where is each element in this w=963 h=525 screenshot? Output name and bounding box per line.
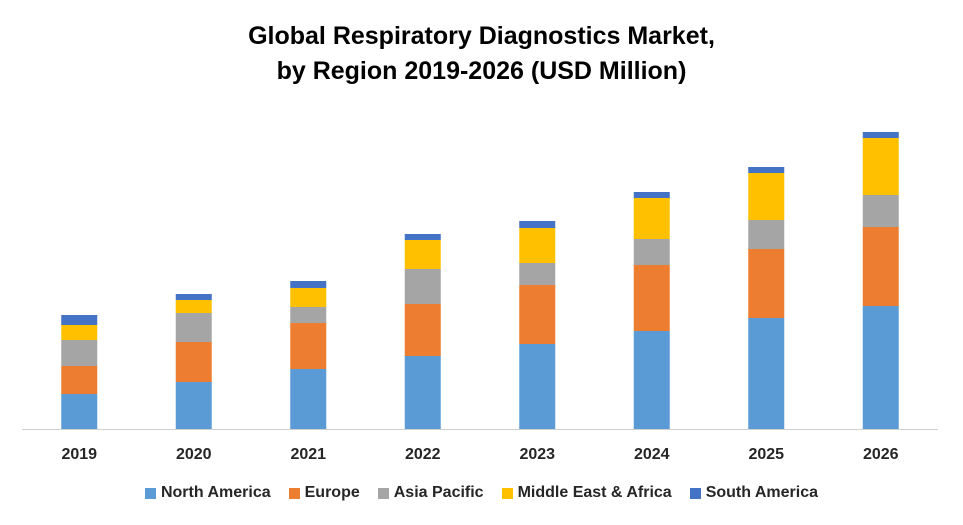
bar-segment-2022-middle-east-africa	[404, 240, 441, 269]
x-tick-label: 2020	[176, 446, 212, 463]
bar-segment-2020-south-america	[175, 294, 212, 300]
bar-segment-2024-north-america	[633, 331, 670, 429]
x-tick-label: 2024	[634, 446, 670, 463]
bar-segment-2021-europe	[290, 323, 327, 369]
legend-swatch	[377, 487, 389, 499]
chart-title-line2: by Region 2019-2026 (USD Million)	[276, 57, 687, 85]
bar-segment-2019-north-america	[61, 394, 98, 429]
legend-label: North America	[160, 484, 271, 501]
bar-segment-2019-middle-east-africa	[61, 325, 98, 340]
bar-segment-2026-north-america	[862, 306, 899, 429]
bar-segment-2023-south-america	[519, 221, 556, 228]
bar-segment-2020-north-america	[175, 382, 212, 429]
bar-segment-2021-north-america	[290, 369, 327, 429]
bar-segment-2024-asia-pacific	[633, 239, 670, 265]
x-tick-label: 2023	[519, 446, 555, 463]
bar-segment-2021-middle-east-africa	[290, 288, 327, 307]
bar-segment-2025-europe	[748, 249, 785, 318]
bar-segment-2020-europe	[175, 342, 212, 382]
bar-segment-2023-asia-pacific	[519, 263, 556, 285]
bar-segment-2021-asia-pacific	[290, 307, 327, 323]
legend-item: Europe	[288, 484, 360, 502]
bar-segment-2022-north-america	[404, 356, 441, 429]
bar-segment-2022-europe	[404, 304, 441, 356]
bar-segment-2025-asia-pacific	[748, 220, 785, 249]
x-tick-label: 2026	[863, 446, 899, 463]
legend-label: Europe	[304, 484, 360, 501]
legend-item: Asia Pacific	[377, 484, 484, 502]
x-tick-label: 2025	[748, 446, 784, 463]
legend-label: South America	[705, 484, 819, 501]
x-tick-label: 2022	[405, 446, 441, 463]
bar-segment-2019-asia-pacific	[61, 340, 98, 366]
bar-segment-2023-middle-east-africa	[519, 228, 556, 263]
legend-swatch	[501, 487, 513, 499]
bar-segment-2023-north-america	[519, 344, 556, 429]
legend-label: Middle East & Africa	[517, 484, 672, 501]
legend-swatch	[689, 487, 701, 499]
bar-segment-2025-north-america	[748, 318, 785, 429]
bar-segment-2025-south-america	[748, 167, 785, 173]
legend-swatch	[288, 487, 300, 499]
bar-segment-2019-europe	[61, 366, 98, 394]
bar-segment-2026-europe	[862, 227, 899, 306]
legend-item: North America	[144, 484, 271, 502]
bar-segment-2024-europe	[633, 265, 670, 331]
bar-segment-2026-asia-pacific	[862, 195, 899, 227]
bar-segment-2022-south-america	[404, 234, 441, 240]
bar-segment-2024-south-america	[633, 192, 670, 198]
bar-segment-2021-south-america	[290, 281, 327, 288]
legend-item: Middle East & Africa	[501, 484, 672, 502]
bar-segment-2020-asia-pacific	[175, 313, 212, 342]
bar-segment-2022-asia-pacific	[404, 269, 441, 304]
legend-item: South America	[689, 484, 819, 502]
bar-segment-2026-south-america	[862, 132, 899, 138]
legend: North America Europe Asia Pacific Middle Ea…	[0, 484, 963, 502]
bar-segment-2023-europe	[519, 285, 556, 344]
chart-title-line1: Global Respiratory Diagnostics Market,	[248, 22, 715, 50]
bar-segment-2019-south-america	[61, 315, 98, 325]
bar-segment-2024-middle-east-africa	[633, 198, 670, 239]
x-tick-label: 2021	[290, 446, 326, 463]
legend-label: Asia Pacific	[393, 484, 484, 501]
bar-segment-2026-middle-east-africa	[862, 138, 899, 195]
bar-segment-2020-middle-east-africa	[175, 300, 212, 313]
x-tick-label: 2019	[61, 446, 97, 463]
legend-swatch	[144, 487, 156, 499]
bar-segment-2025-middle-east-africa	[748, 173, 785, 220]
